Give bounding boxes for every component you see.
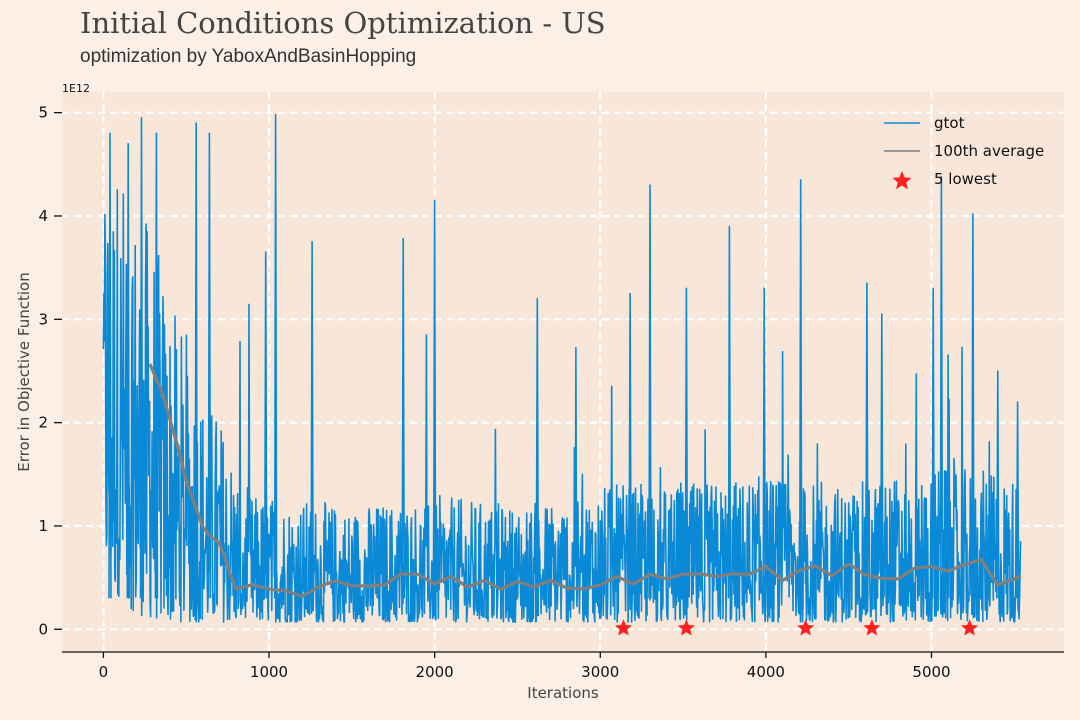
tick-labels: 0 1000 2000 3000 4000 5000 0 1 2 3 4 5	[38, 104, 950, 681]
y-tick-label: 0	[38, 620, 48, 638]
y-tick-label: 4	[38, 207, 48, 225]
series-5-lowest	[614, 619, 979, 636]
legend-label: 5 lowest	[934, 170, 997, 188]
chart-subtitle: optimization by YaboxAndBasinHopping	[80, 46, 417, 67]
y-tick-label: 5	[38, 104, 48, 122]
y-tick-label: 2	[38, 414, 48, 432]
axes	[54, 112, 1064, 658]
series-gtot	[102, 113, 1022, 623]
legend-swatch-lowest	[892, 171, 912, 190]
y-tick-label: 3	[38, 310, 48, 328]
legend-label: 100th average	[934, 142, 1044, 160]
lowest-point-star	[797, 619, 815, 636]
gtot-line	[102, 113, 1022, 623]
series-100th-average	[148, 363, 1022, 598]
lowest-point-star	[961, 619, 979, 636]
y-scale-label: 1E12	[62, 82, 90, 95]
legend: gtot 100th average 5 lowest	[884, 114, 1044, 190]
legend-label: gtot	[934, 114, 965, 132]
x-tick-label: 5000	[912, 663, 950, 681]
x-tick-label: 0	[99, 663, 109, 681]
x-tick-label: 2000	[416, 663, 454, 681]
x-tick-label: 4000	[747, 663, 785, 681]
x-tick-label: 1000	[250, 663, 288, 681]
x-tick-label: 3000	[581, 663, 619, 681]
x-axis-title: Iterations	[527, 684, 599, 702]
lowest-point-star	[677, 619, 695, 636]
y-tick-label: 1	[38, 517, 48, 535]
chart-title: Initial Conditions Optimization - US	[80, 6, 606, 40]
average-line	[148, 363, 1022, 598]
y-axis-title: Error in Objective Function	[15, 272, 33, 471]
lowest-point-star	[614, 619, 632, 636]
lowest-point-star	[863, 619, 881, 636]
